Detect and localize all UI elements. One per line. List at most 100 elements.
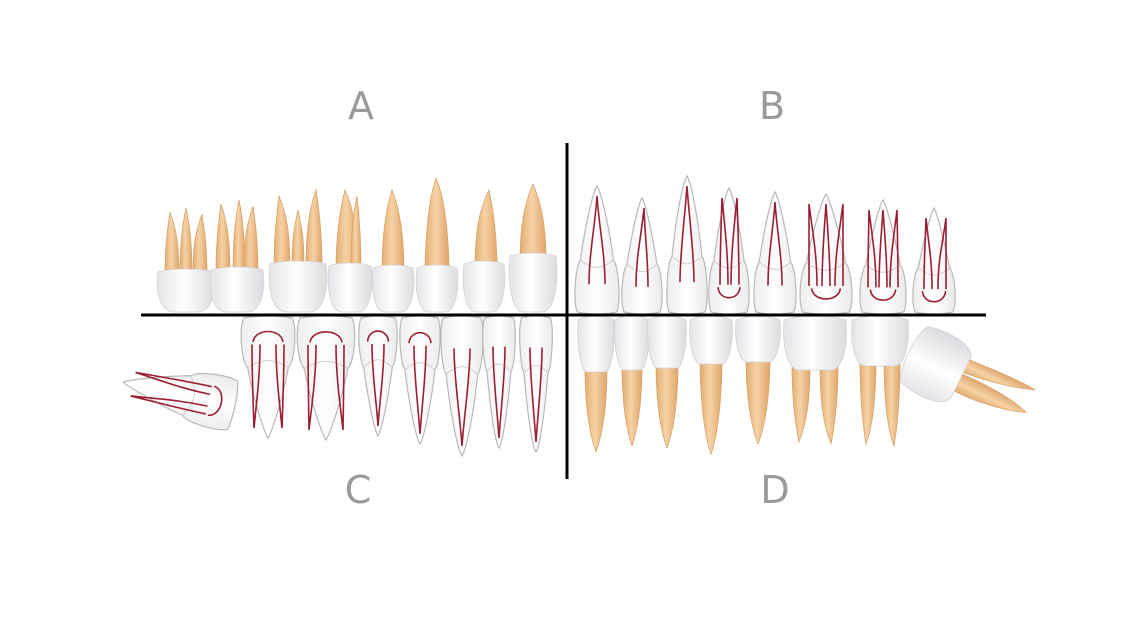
enamel-line [671,256,703,265]
enamel-line [445,366,479,375]
quadrant-c-label: C [344,468,372,512]
pulp-canal [889,209,899,288]
tooth [689,315,733,456]
tooth-crown [577,315,615,373]
tooth [783,315,847,446]
pulp-canal [867,209,877,288]
quadrant-b-teeth [574,174,956,315]
tooth-crown [783,315,847,371]
pulp-chamber [309,331,343,343]
pulp-canal [808,203,818,287]
pulp-canal [923,217,933,290]
pulp-chamber [408,331,432,344]
enamel-line [247,360,289,369]
tooth-crown [268,260,328,313]
tooth-root [950,372,1028,413]
pulp-canal [937,217,947,290]
pulp-canal [767,201,783,286]
tooth-root [232,199,246,277]
tooth-root [305,188,323,271]
tooth-root [474,188,498,271]
tooth [122,371,239,431]
tooth-outline [753,190,797,315]
pulp-canal [307,344,317,431]
tooth-root [745,355,771,446]
tooth-root [883,359,901,448]
enamel-line [486,363,512,372]
tooth [912,206,956,315]
quadrant-d-teeth [577,315,1036,456]
tooth-crown [900,326,972,402]
tooth-root [164,211,180,279]
quadrant-a-label: A [348,84,374,128]
tooth-crown [156,268,216,313]
pulp-canal [275,344,285,429]
tooth [799,192,853,315]
enamel-line [182,375,196,416]
tooth-root [192,213,208,279]
tooth-root [243,205,259,277]
pulp-canal [529,347,543,443]
tooth-root [859,359,877,446]
tooth-root [791,363,811,444]
tooth-crown [851,315,909,367]
tooth-crown [327,262,373,313]
tooth-root [819,363,839,446]
pulp-chamber [869,289,897,301]
tooth-outline [519,315,553,454]
tooth-root [699,357,723,456]
tooth [156,207,216,313]
enamel-line [580,259,614,268]
pulp-chamber [810,288,842,300]
tooth-root [424,176,450,275]
pulp-canal [635,207,649,287]
tooth [851,315,909,448]
pulp-canal [135,371,212,396]
enamel-line [626,263,658,273]
pulp-canal [251,344,261,429]
pulp-canal [130,395,208,415]
tooth [735,315,781,446]
quadrant-b-label: B [758,84,786,128]
tooth-root [621,363,643,448]
tooth-outline [296,315,356,442]
enamel-line [363,359,393,368]
tooth-crown [689,315,733,365]
tooth-crown [415,264,459,313]
tooth-root [584,365,608,454]
tooth-outline [358,315,398,438]
quadrant-c-teeth [122,315,553,458]
tooth-outline [122,373,239,431]
tooth-root [179,207,193,279]
tooth-root [291,209,305,271]
pulp-canal [371,343,385,427]
pulp-chamber [921,291,947,303]
tooth [859,198,907,315]
tooth-crown [508,252,558,313]
tooth [647,315,687,450]
pulp-canal [719,197,729,285]
pulp-chamber [366,330,390,342]
pulp-canal [834,203,844,287]
impacted-wisdom-tooth [900,326,1036,413]
tooth-outline [666,174,708,315]
tooth-outline [912,206,956,315]
pulp-canal [821,203,831,287]
enamel-line [806,262,846,271]
tooth-outline [859,198,907,315]
tooth-outline [621,196,663,315]
pulp-canal [679,185,695,283]
pulp-canal [492,346,506,439]
tooth-outline [482,315,516,450]
tooth-outline [440,315,484,458]
impacted-molar [122,371,239,431]
tooth [508,182,558,313]
tooth [296,315,356,442]
tooth [240,315,296,440]
tooth [358,315,398,438]
tooth [268,188,328,313]
tooth-root [655,361,679,450]
pulp-canal [730,197,740,285]
